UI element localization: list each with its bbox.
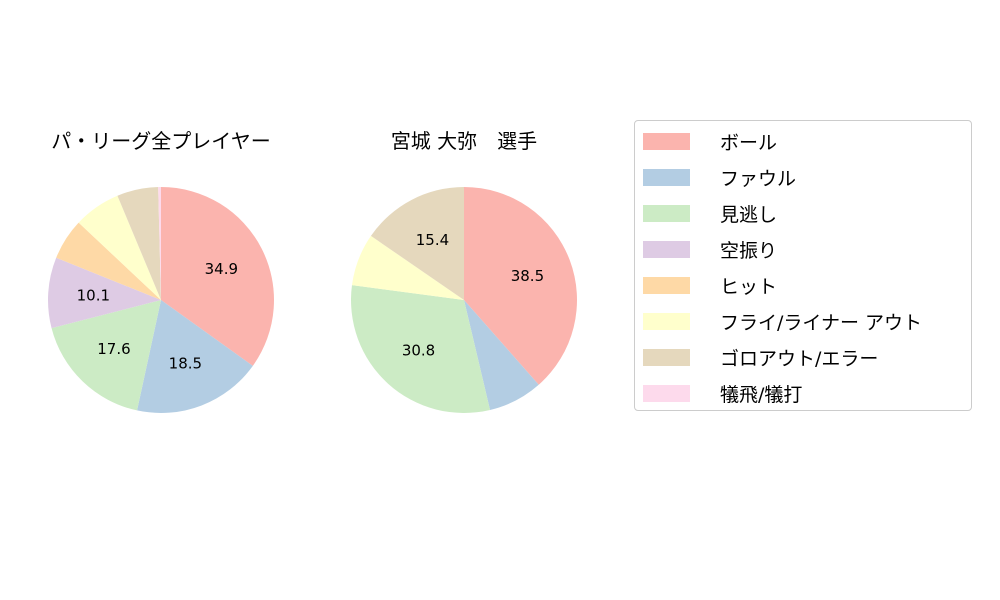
legend-swatch — [643, 312, 690, 330]
pie-value-label: 34.9 — [205, 260, 238, 278]
pie-slice-7 — [158, 187, 161, 300]
legend: ボールファウル見逃し空振りヒットフライ/ライナー アウト ゴロアウト/エラー 犠飛/… — [634, 120, 972, 411]
legend-item: ファウル — [643, 165, 797, 190]
legend-swatch — [643, 240, 690, 258]
pie-slice-6 — [370, 187, 464, 300]
legend-item: 犠飛/犠打 — [643, 381, 803, 406]
pie-value-label: 38.5 — [511, 267, 544, 285]
pie-slice-5 — [351, 235, 464, 300]
pie-slice-3 — [47, 257, 161, 329]
pie-value-label: 18.5 — [169, 354, 202, 372]
legend-label: 犠飛/犠打 — [720, 383, 803, 406]
pie-slice-1 — [464, 300, 539, 410]
pie-slice-2 — [51, 300, 161, 411]
legend-swatch — [643, 384, 690, 402]
legend-item: 空振り — [643, 237, 778, 262]
pie-slice-0 — [161, 187, 274, 366]
pie-slice-1 — [137, 300, 253, 414]
legend-item: フライ/ライナー アウト — [643, 309, 923, 334]
legend-swatch — [643, 132, 690, 150]
legend-swatch — [643, 276, 690, 294]
pie-value-label: 15.4 — [416, 231, 449, 249]
pie-value-label: 17.6 — [97, 340, 130, 358]
pie-slice-5 — [78, 195, 161, 300]
legend-label: 見逃し — [720, 203, 778, 226]
pie-value-label: 10.1 — [77, 287, 110, 305]
pie-slice-2 — [351, 285, 491, 414]
pie-slice-0 — [464, 187, 577, 385]
legend-label: ゴロアウト/エラー — [720, 347, 879, 370]
legend-label: 空振り — [720, 239, 778, 262]
pie-league: 34.9 18.5 17.6 10.1 — [47, 187, 274, 414]
legend-item: ヒット — [643, 273, 778, 298]
pie-value-label: 30.8 — [402, 341, 435, 359]
legend-swatch — [643, 204, 690, 222]
chart-title-league: パ・リーグ全プレイヤー — [51, 129, 270, 153]
chart-title-player: 宮城 大弥 選手 — [391, 129, 537, 153]
pie-slice-4 — [56, 222, 161, 300]
legend-swatch — [643, 168, 690, 186]
legend-label: ボール — [720, 131, 778, 154]
legend-label: フライ/ライナー アウト — [720, 311, 923, 334]
legend-item: ボール — [643, 129, 778, 154]
legend-label: ヒット — [720, 275, 778, 298]
legend-item: 見逃し — [643, 201, 778, 226]
pie-player: 38.5 30.8 15.4 — [351, 187, 577, 414]
pie-slice-6 — [117, 187, 161, 300]
legend-label: ファウル — [720, 167, 797, 190]
legend-swatch — [643, 348, 690, 366]
legend-item: ゴロアウト/エラー — [643, 345, 879, 370]
